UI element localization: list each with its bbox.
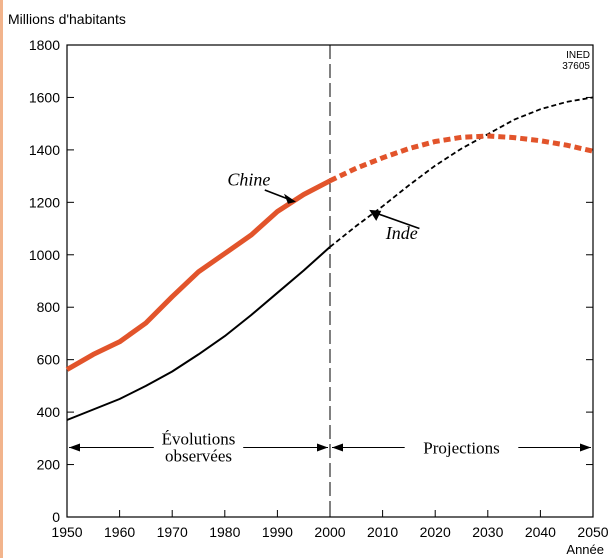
- y-tick-label: 0: [52, 509, 60, 525]
- series-label-chine: Chine: [227, 169, 270, 189]
- x-tick-label: 2030: [472, 524, 503, 540]
- observed-label-line-2: observées: [165, 447, 232, 466]
- y-tick-label: 200: [37, 457, 61, 473]
- source-note-code: 37605: [562, 61, 590, 72]
- series-layer: [65, 96, 594, 421]
- y-tick-label: 1200: [29, 194, 60, 210]
- projected-arrowhead-left: [332, 443, 343, 452]
- x-tick-label: 2050: [577, 524, 608, 540]
- projected-arrowhead-right: [580, 443, 591, 452]
- inde-observed-line: [66, 246, 331, 421]
- x-tick-label: 1990: [262, 524, 293, 540]
- observed-arrowhead-left: [69, 443, 80, 452]
- source-note-ined: INED: [566, 50, 590, 61]
- page-edge-accent: [0, 0, 3, 558]
- y-axis-ticks: 0 200 400 600 800 1000 1200 1400 1600 1800: [29, 37, 593, 525]
- y-tick-label: 1800: [29, 37, 60, 53]
- x-tick-label: 2000: [314, 524, 345, 540]
- x-axis-title: Année: [566, 542, 604, 557]
- chine-observed-line: [65, 178, 332, 372]
- x-tick-label: 2040: [525, 524, 556, 540]
- period-projected-annotation: Projections: [332, 439, 591, 458]
- chine-projected-line: [328, 133, 594, 184]
- period-observed-annotation: Évolutions observées: [69, 430, 328, 466]
- inde-projected-line: [329, 96, 594, 248]
- observed-arrowhead-right: [317, 443, 328, 452]
- x-tick-label: 1950: [51, 524, 82, 540]
- inde-pointer-arrow: [374, 212, 420, 230]
- y-tick-label: 800: [37, 299, 61, 315]
- inde-pointer-arrowhead: [369, 209, 382, 221]
- projected-label: Projections: [423, 439, 500, 458]
- x-axis-ticks: 1950 1960 1970 1980 1990 2000 2010 2020 2030 2040…: [51, 510, 609, 540]
- y-axis-title: Millions d'habitants: [8, 11, 126, 27]
- y-tick-label: 400: [37, 404, 61, 420]
- observed-label-line-1: Évolutions: [162, 430, 236, 449]
- chine-pointer-arrowhead: [284, 193, 297, 204]
- x-tick-label: 1970: [157, 524, 188, 540]
- x-tick-label: 1980: [209, 524, 240, 540]
- y-tick-label: 1600: [29, 89, 60, 105]
- x-tick-label: 1960: [104, 524, 135, 540]
- x-tick-label: 2010: [367, 524, 398, 540]
- series-label-inde: Inde: [385, 223, 418, 243]
- y-tick-label: 1400: [29, 142, 60, 158]
- y-tick-label: 600: [37, 352, 61, 368]
- y-tick-label: 1000: [29, 247, 60, 263]
- x-tick-label: 2020: [420, 524, 451, 540]
